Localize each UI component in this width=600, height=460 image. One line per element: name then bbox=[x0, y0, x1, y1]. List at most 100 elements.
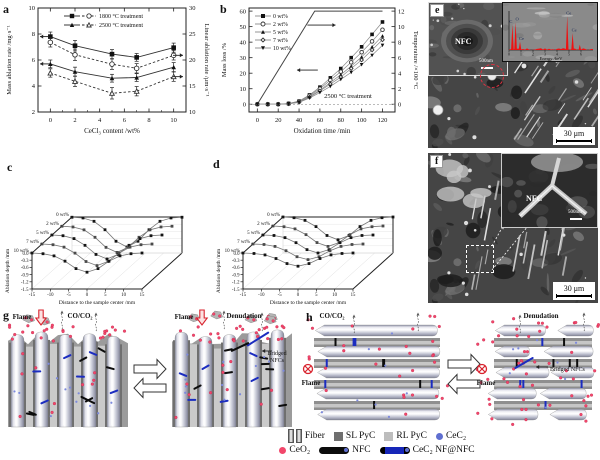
shape bbox=[369, 47, 375, 53]
shape bbox=[370, 225, 374, 229]
matrix-rod bbox=[552, 359, 555, 367]
shape bbox=[458, 3, 460, 6]
shape bbox=[447, 117, 451, 121]
shape bbox=[476, 92, 479, 98]
ceo2-particle bbox=[527, 334, 531, 339]
shape bbox=[539, 70, 550, 83]
scalebar-box: 30 μm bbox=[553, 127, 595, 145]
shape bbox=[560, 248, 576, 256]
shape bbox=[92, 219, 96, 223]
shape bbox=[447, 271, 451, 275]
matrix-rod bbox=[519, 380, 522, 388]
ceo2-particle bbox=[377, 347, 381, 351]
shape bbox=[483, 207, 492, 241]
shape bbox=[573, 97, 589, 120]
x-tick: 20 bbox=[275, 117, 282, 124]
x-tick: 8 bbox=[147, 117, 150, 124]
shape bbox=[495, 102, 512, 112]
ceo2-particle bbox=[266, 337, 270, 341]
x-tick: 40 bbox=[296, 117, 303, 124]
shape bbox=[51, 243, 55, 247]
shape bbox=[40, 61, 44, 66]
shape bbox=[252, 243, 364, 261]
shape bbox=[349, 70, 353, 75]
shape bbox=[370, 53, 374, 58]
series-label: 0 wt% bbox=[267, 213, 280, 218]
ceo2-particle bbox=[517, 361, 521, 365]
co-co2-label: CO/CO₂ bbox=[319, 312, 344, 320]
shape bbox=[485, 54, 490, 62]
shape bbox=[179, 74, 183, 79]
matrix-rod bbox=[522, 380, 525, 388]
legend-entry: 5 wt% bbox=[273, 30, 288, 36]
y-left-axis-label: Mass loss /% bbox=[221, 42, 228, 77]
shape bbox=[468, 168, 472, 173]
fiber bbox=[488, 408, 539, 421]
panel-b-mass-loss-chart: 0 20 40 60 80 100 120 0 10 20 30 40 50 60 0 2 4 6 8 10 12 Oxi… bbox=[221, 7, 419, 135]
legend-entry: 7 wt% bbox=[273, 38, 288, 44]
shape bbox=[95, 264, 99, 267]
shape bbox=[332, 23, 336, 28]
shape bbox=[68, 252, 109, 290]
series-10 wt% bbox=[30, 251, 144, 274]
composite-before-ablation bbox=[7, 314, 128, 428]
x-tick: 2 bbox=[73, 117, 76, 124]
shape bbox=[61, 225, 173, 253]
shape bbox=[557, 88, 567, 101]
nfc-rod bbox=[79, 356, 88, 362]
shape bbox=[9, 342, 11, 427]
ceo2-particle bbox=[21, 352, 25, 356]
ceo2-particle bbox=[505, 380, 510, 384]
shape bbox=[380, 37, 385, 43]
x-tick: 5 bbox=[315, 293, 318, 298]
y-right-tick: 2 bbox=[398, 86, 401, 93]
co-co2-label: CO/CO₂ bbox=[67, 312, 92, 320]
shape bbox=[522, 51, 533, 57]
shape bbox=[550, 157, 561, 187]
scalebar-text: 30 μm bbox=[563, 284, 585, 293]
shape bbox=[336, 238, 340, 242]
shape bbox=[328, 249, 332, 253]
legend-item-sl-pyc: SL PyC bbox=[333, 431, 375, 441]
ceo2-particle bbox=[589, 393, 594, 397]
legend-label: RL PyC bbox=[396, 431, 427, 441]
legend-label: CeC₂ bbox=[445, 431, 467, 441]
eds-x-tick: 5 bbox=[568, 53, 570, 57]
shape bbox=[261, 314, 263, 332]
ceo2-particle bbox=[212, 312, 216, 316]
shape bbox=[584, 55, 597, 61]
ceo2-particle bbox=[50, 410, 54, 414]
shape bbox=[350, 243, 354, 246]
shape bbox=[440, 16, 447, 24]
shape bbox=[545, 13, 566, 17]
shape bbox=[326, 245, 330, 248]
shape bbox=[520, 101, 528, 116]
cec2-particle bbox=[47, 362, 50, 365]
inset-scale-text: 500nm bbox=[479, 59, 493, 64]
nfc-rod bbox=[193, 384, 202, 390]
shape bbox=[61, 312, 63, 330]
shape bbox=[120, 344, 122, 427]
shape bbox=[432, 293, 444, 302]
shape bbox=[50, 343, 57, 427]
cec2-particle bbox=[556, 361, 559, 364]
y-right-tick: 20 bbox=[189, 57, 196, 64]
bridged-nfcs-label: Bridged bbox=[267, 351, 286, 357]
fiber bbox=[549, 408, 587, 421]
shape bbox=[359, 57, 365, 63]
shape bbox=[318, 257, 322, 260]
ceo2-particle bbox=[584, 419, 588, 423]
y-left-tick: 10 bbox=[29, 5, 36, 12]
shape bbox=[108, 90, 116, 96]
cec2-particle bbox=[511, 348, 515, 351]
ceo2-particle bbox=[502, 377, 506, 381]
shape bbox=[173, 340, 175, 427]
shape bbox=[261, 14, 265, 18]
shape bbox=[109, 75, 115, 81]
nfc-rod bbox=[230, 342, 250, 352]
y-left-tick: 2 bbox=[32, 109, 35, 116]
shape bbox=[513, 127, 523, 140]
eds-peak-label-C: C bbox=[509, 19, 512, 24]
shape bbox=[123, 252, 164, 290]
shape bbox=[429, 39, 437, 45]
